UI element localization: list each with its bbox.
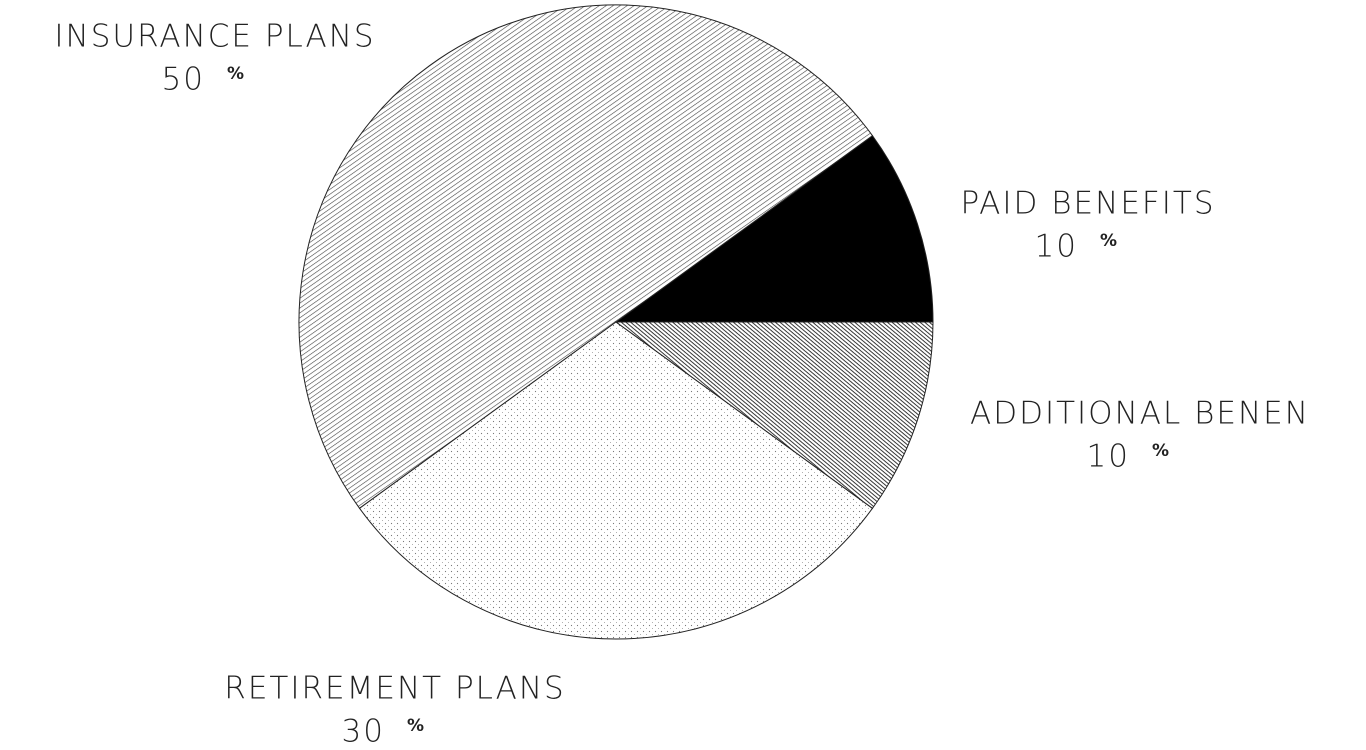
pie-slice [614,134,934,323]
pie-slice [614,321,934,510]
slice-value: 10 [1035,229,1078,265]
slice-label: RETIREMENT PLANS [224,671,565,707]
pie-slice [298,4,874,510]
slice-value: 50 [162,62,205,98]
slice-value: 10 [1087,439,1130,475]
slice-unit: % [227,64,244,84]
slice-unit: % [1152,441,1169,461]
pie-slice [358,321,874,640]
slice-value: 30 [342,714,385,750]
slice-label: PAID BENEFITS [960,186,1215,222]
slice-label: INSURANCE PLANS [54,19,375,55]
slice-unit: % [1100,231,1117,251]
slice-label: ADDITIONAL BENEN [970,396,1310,432]
slice-unit: % [407,716,424,736]
